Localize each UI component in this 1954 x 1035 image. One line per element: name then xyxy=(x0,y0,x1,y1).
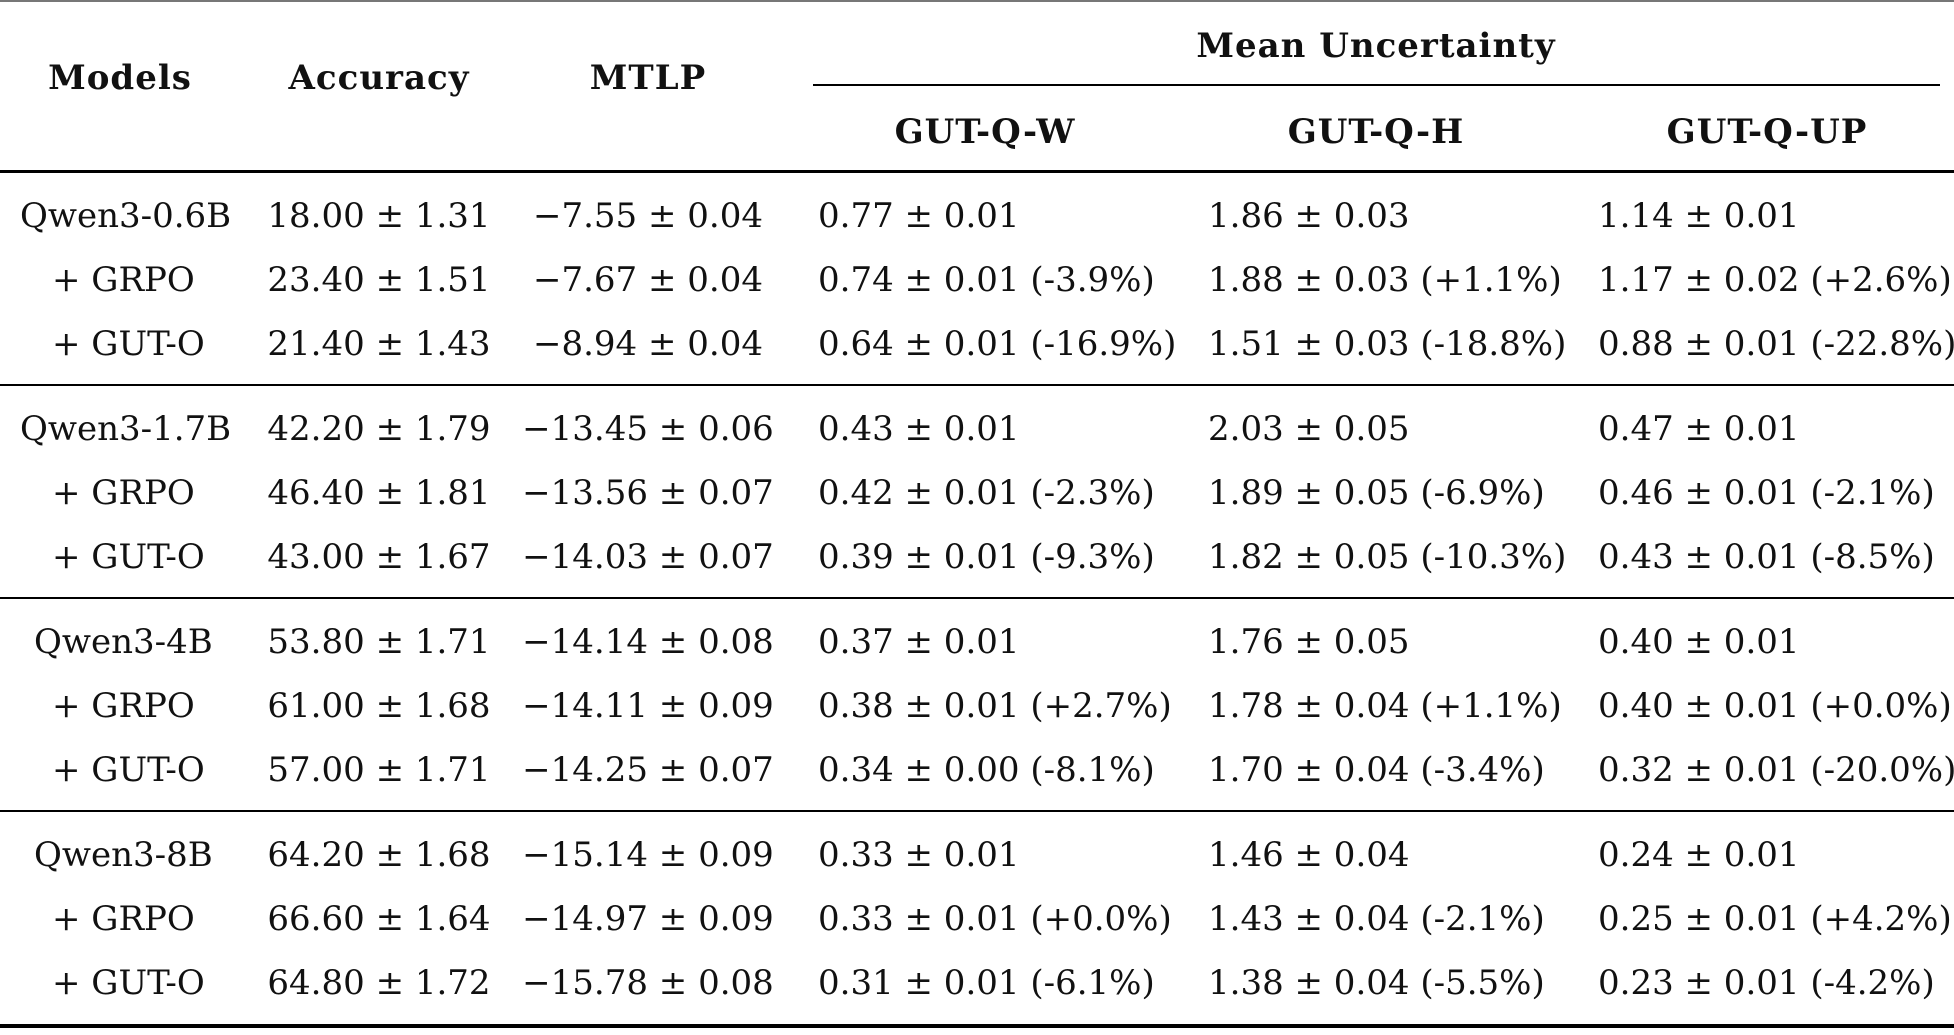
accuracy-cell: 53.80 ± 1.71 xyxy=(267,622,491,662)
mtlp-cell: −7.55 ± 0.04 xyxy=(533,196,763,236)
accuracy-cell: 23.40 ± 1.51 xyxy=(267,260,491,300)
model-cell: Qwen3-1.7B xyxy=(20,409,232,449)
header-gut-q-up: GUT-Q-UP xyxy=(1666,112,1868,152)
gut-q-h-cell: 1.78 ± 0.04 (+1.1%) xyxy=(1208,686,1562,726)
model-cell: + GRPO xyxy=(52,686,195,726)
gut-q-w-cell: 0.74 ± 0.01 (-3.9%) xyxy=(818,260,1155,300)
gut-q-w-cell: 0.31 ± 0.01 (-6.1%) xyxy=(818,963,1155,1003)
accuracy-cell: 42.20 ± 1.79 xyxy=(267,409,491,449)
header-accuracy: Accuracy xyxy=(288,58,470,98)
model-cell: + GRPO xyxy=(52,260,195,300)
group-separator xyxy=(0,597,1954,599)
group-separator xyxy=(0,810,1954,812)
gut-q-w-cell: 0.33 ± 0.01 (+0.0%) xyxy=(818,899,1172,939)
accuracy-cell: 64.20 ± 1.68 xyxy=(267,835,491,875)
gut-q-w-cell: 0.38 ± 0.01 (+2.7%) xyxy=(818,686,1172,726)
gut-q-up-cell: 0.23 ± 0.01 (-4.2%) xyxy=(1598,963,1935,1003)
gut-q-w-cell: 0.77 ± 0.01 xyxy=(818,196,1020,236)
gut-q-up-cell: 1.17 ± 0.02 (+2.6%) xyxy=(1598,260,1952,300)
model-cell: Qwen3-0.6B xyxy=(20,196,232,236)
gut-q-w-cell: 0.64 ± 0.01 (-16.9%) xyxy=(818,324,1177,364)
gut-q-h-cell: 1.70 ± 0.04 (-3.4%) xyxy=(1208,750,1545,790)
mtlp-cell: −14.97 ± 0.09 xyxy=(522,899,774,939)
bottom-rule xyxy=(0,1024,1954,1028)
model-cell: Qwen3-4B xyxy=(34,622,213,662)
gut-q-h-cell: 1.51 ± 0.03 (-18.8%) xyxy=(1208,324,1567,364)
header-mean-uncertainty: Mean Uncertainty xyxy=(1196,26,1556,66)
gut-q-h-cell: 2.03 ± 0.05 xyxy=(1208,409,1410,449)
model-cell: + GUT-O xyxy=(52,537,205,577)
accuracy-cell: 21.40 ± 1.43 xyxy=(267,324,491,364)
model-cell: + GRPO xyxy=(52,473,195,513)
gut-q-w-cell: 0.43 ± 0.01 xyxy=(818,409,1020,449)
mtlp-cell: −14.03 ± 0.07 xyxy=(522,537,774,577)
gut-q-up-cell: 0.46 ± 0.01 (-2.1%) xyxy=(1598,473,1935,513)
accuracy-cell: 46.40 ± 1.81 xyxy=(267,473,491,513)
mean-uncertainty-rule xyxy=(813,84,1940,86)
accuracy-cell: 18.00 ± 1.31 xyxy=(267,196,491,236)
accuracy-cell: 66.60 ± 1.64 xyxy=(267,899,491,939)
mtlp-cell: −13.45 ± 0.06 xyxy=(522,409,774,449)
accuracy-cell: 61.00 ± 1.68 xyxy=(267,686,491,726)
model-cell: + GUT-O xyxy=(52,963,205,1003)
mtlp-cell: −7.67 ± 0.04 xyxy=(533,260,763,300)
model-cell: + GUT-O xyxy=(52,324,205,364)
gut-q-w-cell: 0.33 ± 0.01 xyxy=(818,835,1020,875)
gut-q-up-cell: 0.88 ± 0.01 (-22.8%) xyxy=(1598,324,1954,364)
gut-q-up-cell: 0.32 ± 0.01 (-20.0%) xyxy=(1598,750,1954,790)
header-models: Models xyxy=(48,58,192,98)
gut-q-w-cell: 0.37 ± 0.01 xyxy=(818,622,1020,662)
mtlp-cell: −13.56 ± 0.07 xyxy=(522,473,774,513)
header-mtlp: MTLP xyxy=(589,58,707,98)
group-separator xyxy=(0,384,1954,386)
mtlp-cell: −14.25 ± 0.07 xyxy=(522,750,774,790)
gut-q-w-cell: 0.34 ± 0.00 (-8.1%) xyxy=(818,750,1155,790)
gut-q-h-cell: 1.82 ± 0.05 (-10.3%) xyxy=(1208,537,1567,577)
accuracy-cell: 57.00 ± 1.71 xyxy=(267,750,491,790)
header-rule xyxy=(0,170,1954,173)
mtlp-cell: −14.11 ± 0.09 xyxy=(522,686,774,726)
top-rule xyxy=(0,0,1954,2)
gut-q-h-cell: 1.38 ± 0.04 (-5.5%) xyxy=(1208,963,1545,1003)
mtlp-cell: −8.94 ± 0.04 xyxy=(533,324,763,364)
gut-q-up-cell: 0.40 ± 0.01 xyxy=(1598,622,1800,662)
gut-q-up-cell: 0.25 ± 0.01 (+4.2%) xyxy=(1598,899,1952,939)
gut-q-up-cell: 0.43 ± 0.01 (-8.5%) xyxy=(1598,537,1935,577)
gut-q-h-cell: 1.76 ± 0.05 xyxy=(1208,622,1410,662)
accuracy-cell: 64.80 ± 1.72 xyxy=(267,963,491,1003)
gut-q-w-cell: 0.42 ± 0.01 (-2.3%) xyxy=(818,473,1155,513)
mtlp-cell: −15.14 ± 0.09 xyxy=(522,835,774,875)
mtlp-cell: −14.14 ± 0.08 xyxy=(522,622,774,662)
gut-q-h-cell: 1.88 ± 0.03 (+1.1%) xyxy=(1208,260,1562,300)
gut-q-w-cell: 0.39 ± 0.01 (-9.3%) xyxy=(818,537,1155,577)
gut-q-up-cell: 0.40 ± 0.01 (+0.0%) xyxy=(1598,686,1952,726)
gut-q-h-cell: 1.43 ± 0.04 (-2.1%) xyxy=(1208,899,1545,939)
mtlp-cell: −15.78 ± 0.08 xyxy=(522,963,774,1003)
model-cell: Qwen3-8B xyxy=(34,835,213,875)
gut-q-up-cell: 0.47 ± 0.01 xyxy=(1598,409,1800,449)
model-cell: + GRPO xyxy=(52,899,195,939)
gut-q-h-cell: 1.86 ± 0.03 xyxy=(1208,196,1410,236)
accuracy-cell: 43.00 ± 1.67 xyxy=(267,537,491,577)
header-gut-q-w: GUT-Q-W xyxy=(894,112,1076,152)
gut-q-up-cell: 1.14 ± 0.01 xyxy=(1598,196,1800,236)
gut-q-up-cell: 0.24 ± 0.01 xyxy=(1598,835,1800,875)
model-cell: + GUT-O xyxy=(52,750,205,790)
header-gut-q-h: GUT-Q-H xyxy=(1287,112,1465,152)
gut-q-h-cell: 1.46 ± 0.04 xyxy=(1208,835,1410,875)
gut-q-h-cell: 1.89 ± 0.05 (-6.9%) xyxy=(1208,473,1545,513)
